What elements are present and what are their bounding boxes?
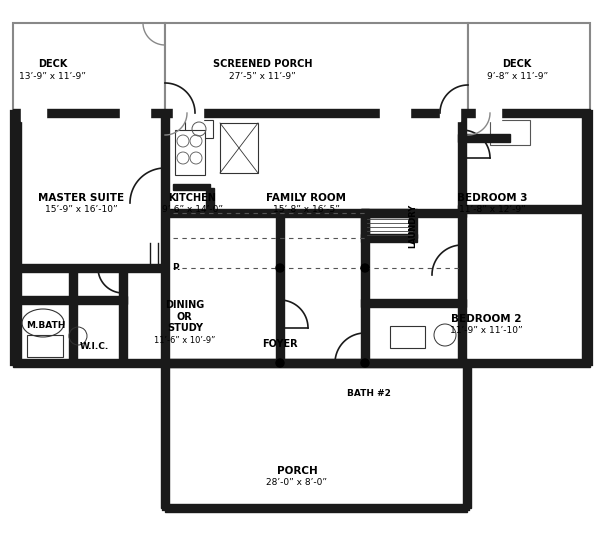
Bar — [120, 105, 150, 121]
Text: BEDROOM 2: BEDROOM 2 — [451, 314, 521, 324]
Bar — [165, 359, 467, 367]
Text: OR: OR — [177, 312, 193, 321]
Bar — [69, 268, 77, 363]
Text: DINING: DINING — [165, 300, 205, 310]
Text: 9’-6” x 14’-0”: 9’-6” x 14’-0” — [161, 205, 223, 214]
Bar — [119, 268, 127, 363]
Bar — [165, 209, 466, 217]
Bar — [458, 209, 466, 363]
Bar — [409, 213, 417, 238]
Bar — [582, 113, 590, 363]
Text: PORCH: PORCH — [277, 466, 317, 475]
Bar — [463, 363, 471, 508]
Bar — [276, 209, 284, 363]
Text: STUDY: STUDY — [167, 324, 203, 333]
Bar — [13, 23, 165, 113]
Text: MASTER SUITE: MASTER SUITE — [38, 193, 124, 203]
Text: 11’-8” x 12’-9”: 11’-8” x 12’-9” — [458, 205, 526, 214]
Bar — [380, 105, 410, 121]
Bar — [361, 299, 466, 307]
Text: 27’-5” x 11’-9”: 27’-5” x 11’-9” — [229, 72, 296, 80]
Bar — [13, 264, 165, 272]
Bar — [13, 359, 590, 367]
Text: 13’-9” x 11’-9”: 13’-9” x 11’-9” — [19, 72, 86, 80]
Text: SCREENED PORCH: SCREENED PORCH — [213, 60, 313, 69]
Bar — [13, 113, 590, 363]
Text: 15’-9” x 16’-10”: 15’-9” x 16’-10” — [44, 205, 118, 214]
Circle shape — [361, 264, 369, 272]
Bar — [173, 105, 203, 121]
Bar — [458, 205, 590, 213]
Text: FOYER: FOYER — [262, 339, 298, 349]
Text: 28’-0” x 8’-0”: 28’-0” x 8’-0” — [266, 478, 328, 487]
Text: BATH #2: BATH #2 — [347, 389, 391, 398]
Text: BEDROOM 3: BEDROOM 3 — [457, 193, 527, 203]
Text: DECK: DECK — [503, 60, 532, 69]
Bar — [165, 23, 468, 113]
Text: DECK: DECK — [38, 60, 67, 69]
Bar — [175, 130, 205, 175]
Text: LAUNDRY: LAUNDRY — [409, 204, 418, 248]
Text: 11’-9” x 11’-10”: 11’-9” x 11’-10” — [449, 327, 523, 335]
Bar — [27, 335, 63, 357]
Text: P.: P. — [172, 263, 181, 272]
Text: W.I.C.: W.I.C. — [80, 342, 109, 351]
Bar — [361, 234, 417, 242]
Bar — [476, 105, 501, 121]
Text: 11’-6” x 10’-9”: 11’-6” x 10’-9” — [154, 336, 215, 344]
Bar — [220, 123, 258, 173]
Bar — [390, 326, 425, 348]
Bar — [206, 188, 214, 213]
Bar — [161, 113, 169, 363]
Bar — [185, 120, 213, 138]
Bar — [458, 113, 466, 213]
Bar — [458, 134, 510, 142]
Bar — [361, 209, 417, 217]
Text: 9’-8” x 11’-9”: 9’-8” x 11’-9” — [487, 72, 548, 80]
Bar — [440, 105, 460, 121]
Bar — [165, 363, 467, 508]
Bar — [173, 184, 210, 190]
Circle shape — [361, 359, 369, 367]
Text: 15’-8” x 16’-5”: 15’-8” x 16’-5” — [272, 205, 340, 214]
Bar — [490, 120, 530, 145]
Bar — [13, 296, 127, 304]
Bar — [361, 209, 369, 363]
Bar — [161, 363, 169, 508]
Bar — [361, 213, 369, 238]
Bar — [13, 109, 590, 117]
Bar — [21, 105, 46, 121]
Circle shape — [276, 359, 284, 367]
Text: FAMILY ROOM: FAMILY ROOM — [266, 193, 346, 203]
Text: KITCHEN: KITCHEN — [168, 193, 216, 203]
Bar — [13, 113, 21, 363]
Circle shape — [276, 264, 284, 272]
Bar — [165, 504, 467, 512]
Bar — [468, 23, 590, 113]
Text: M.BATH: M.BATH — [26, 321, 65, 329]
